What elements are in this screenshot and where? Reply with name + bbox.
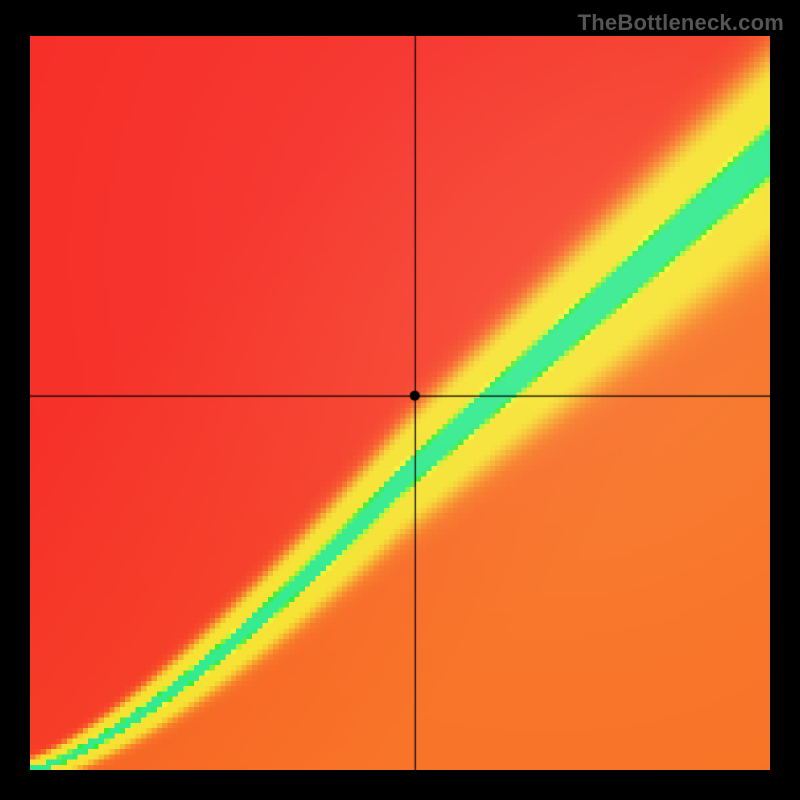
bottleneck-heatmap xyxy=(30,36,770,770)
attribution-watermark: TheBottleneck.com xyxy=(578,10,784,36)
stage: TheBottleneck.com xyxy=(0,0,800,800)
